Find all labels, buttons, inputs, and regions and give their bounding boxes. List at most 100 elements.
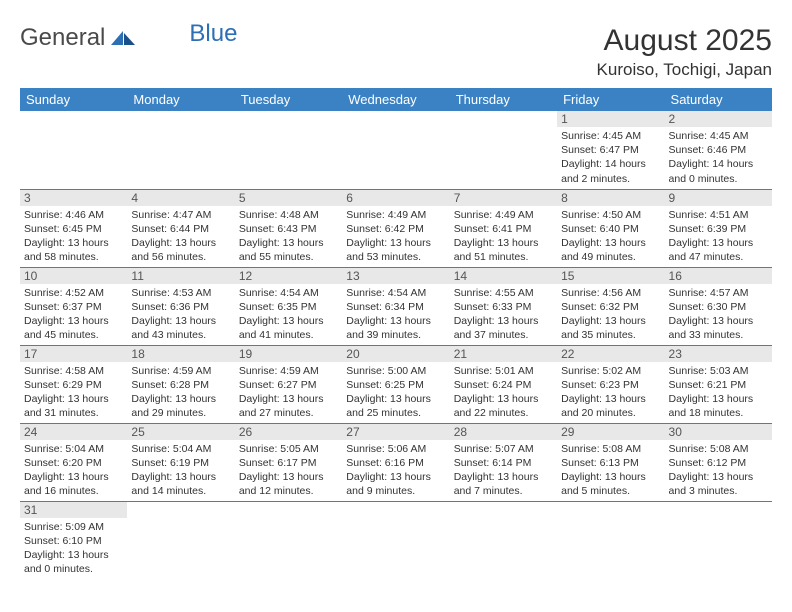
day-info: Sunrise: 5:04 AMSunset: 6:20 PMDaylight:… — [20, 440, 127, 499]
day-number: 8 — [557, 190, 664, 206]
day-info: Sunrise: 4:56 AMSunset: 6:32 PMDaylight:… — [557, 284, 664, 343]
daylight-text: Daylight: 13 hours and 18 minutes. — [669, 392, 768, 420]
calendar-day-cell — [235, 501, 342, 579]
daylight-text: Daylight: 13 hours and 43 minutes. — [131, 314, 230, 342]
sunrise-text: Sunrise: 4:55 AM — [454, 286, 553, 300]
day-info: Sunrise: 5:07 AMSunset: 6:14 PMDaylight:… — [450, 440, 557, 499]
sunset-text: Sunset: 6:10 PM — [24, 534, 123, 548]
calendar-day-cell: 10Sunrise: 4:52 AMSunset: 6:37 PMDayligh… — [20, 267, 127, 345]
day-info: Sunrise: 4:45 AMSunset: 6:47 PMDaylight:… — [557, 127, 664, 186]
sunset-text: Sunset: 6:28 PM — [131, 378, 230, 392]
day-number: 18 — [127, 346, 234, 362]
daylight-text: Daylight: 13 hours and 58 minutes. — [24, 236, 123, 264]
sunset-text: Sunset: 6:33 PM — [454, 300, 553, 314]
sunrise-text: Sunrise: 5:08 AM — [669, 442, 768, 456]
sunset-text: Sunset: 6:45 PM — [24, 222, 123, 236]
day-number: 26 — [235, 424, 342, 440]
daylight-text: Daylight: 13 hours and 5 minutes. — [561, 470, 660, 498]
weekday-header: Monday — [127, 88, 234, 111]
daylight-text: Daylight: 13 hours and 37 minutes. — [454, 314, 553, 342]
sunset-text: Sunset: 6:14 PM — [454, 456, 553, 470]
day-number: 15 — [557, 268, 664, 284]
sunset-text: Sunset: 6:16 PM — [346, 456, 445, 470]
calendar-week-row: 31Sunrise: 5:09 AMSunset: 6:10 PMDayligh… — [20, 501, 772, 579]
day-info: Sunrise: 4:47 AMSunset: 6:44 PMDaylight:… — [127, 206, 234, 265]
sunrise-text: Sunrise: 5:09 AM — [24, 520, 123, 534]
daylight-text: Daylight: 13 hours and 41 minutes. — [239, 314, 338, 342]
daylight-text: Daylight: 13 hours and 3 minutes. — [669, 470, 768, 498]
sunrise-text: Sunrise: 4:54 AM — [239, 286, 338, 300]
calendar-day-cell: 19Sunrise: 4:59 AMSunset: 6:27 PMDayligh… — [235, 345, 342, 423]
calendar-day-cell — [450, 501, 557, 579]
sunset-text: Sunset: 6:42 PM — [346, 222, 445, 236]
daylight-text: Daylight: 13 hours and 0 minutes. — [24, 548, 123, 576]
daylight-text: Daylight: 13 hours and 56 minutes. — [131, 236, 230, 264]
sunset-text: Sunset: 6:21 PM — [669, 378, 768, 392]
sunset-text: Sunset: 6:34 PM — [346, 300, 445, 314]
sunset-text: Sunset: 6:39 PM — [669, 222, 768, 236]
calendar-day-cell: 30Sunrise: 5:08 AMSunset: 6:12 PMDayligh… — [665, 423, 772, 501]
sunset-text: Sunset: 6:37 PM — [24, 300, 123, 314]
sunrise-text: Sunrise: 4:45 AM — [669, 129, 768, 143]
sunrise-text: Sunrise: 4:54 AM — [346, 286, 445, 300]
calendar-day-cell: 11Sunrise: 4:53 AMSunset: 6:36 PMDayligh… — [127, 267, 234, 345]
day-number: 20 — [342, 346, 449, 362]
calendar-day-cell: 22Sunrise: 5:02 AMSunset: 6:23 PMDayligh… — [557, 345, 664, 423]
day-info: Sunrise: 5:08 AMSunset: 6:12 PMDaylight:… — [665, 440, 772, 499]
logo-text-general: General — [20, 24, 105, 52]
day-number: 3 — [20, 190, 127, 206]
daylight-text: Daylight: 13 hours and 45 minutes. — [24, 314, 123, 342]
day-number: 13 — [342, 268, 449, 284]
day-number: 16 — [665, 268, 772, 284]
sunset-text: Sunset: 6:25 PM — [346, 378, 445, 392]
day-number: 30 — [665, 424, 772, 440]
calendar-week-row: 24Sunrise: 5:04 AMSunset: 6:20 PMDayligh… — [20, 423, 772, 501]
sunrise-text: Sunrise: 5:01 AM — [454, 364, 553, 378]
day-number: 21 — [450, 346, 557, 362]
calendar-day-cell: 28Sunrise: 5:07 AMSunset: 6:14 PMDayligh… — [450, 423, 557, 501]
sunset-text: Sunset: 6:13 PM — [561, 456, 660, 470]
sunrise-text: Sunrise: 5:03 AM — [669, 364, 768, 378]
sunrise-text: Sunrise: 4:57 AM — [669, 286, 768, 300]
daylight-text: Daylight: 13 hours and 9 minutes. — [346, 470, 445, 498]
day-info: Sunrise: 4:55 AMSunset: 6:33 PMDaylight:… — [450, 284, 557, 343]
day-number: 11 — [127, 268, 234, 284]
daylight-text: Daylight: 13 hours and 33 minutes. — [669, 314, 768, 342]
sunrise-text: Sunrise: 4:56 AM — [561, 286, 660, 300]
sunrise-text: Sunrise: 5:07 AM — [454, 442, 553, 456]
sunset-text: Sunset: 6:29 PM — [24, 378, 123, 392]
sunrise-text: Sunrise: 5:05 AM — [239, 442, 338, 456]
sunset-text: Sunset: 6:32 PM — [561, 300, 660, 314]
day-info: Sunrise: 5:06 AMSunset: 6:16 PMDaylight:… — [342, 440, 449, 499]
calendar-day-cell: 9Sunrise: 4:51 AMSunset: 6:39 PMDaylight… — [665, 189, 772, 267]
day-number: 14 — [450, 268, 557, 284]
page-title: August 2025 — [597, 24, 772, 58]
day-number: 2 — [665, 111, 772, 127]
weekday-header: Thursday — [450, 88, 557, 111]
day-info: Sunrise: 5:01 AMSunset: 6:24 PMDaylight:… — [450, 362, 557, 421]
daylight-text: Daylight: 13 hours and 22 minutes. — [454, 392, 553, 420]
weekday-header: Wednesday — [342, 88, 449, 111]
day-info: Sunrise: 4:48 AMSunset: 6:43 PMDaylight:… — [235, 206, 342, 265]
sunrise-text: Sunrise: 4:49 AM — [346, 208, 445, 222]
sunrise-text: Sunrise: 5:04 AM — [131, 442, 230, 456]
daylight-text: Daylight: 13 hours and 12 minutes. — [239, 470, 338, 498]
daylight-text: Daylight: 13 hours and 16 minutes. — [24, 470, 123, 498]
sunrise-text: Sunrise: 4:51 AM — [669, 208, 768, 222]
calendar-day-cell: 16Sunrise: 4:57 AMSunset: 6:30 PMDayligh… — [665, 267, 772, 345]
sail-icon — [109, 26, 137, 44]
sunrise-text: Sunrise: 4:59 AM — [131, 364, 230, 378]
sunset-text: Sunset: 6:44 PM — [131, 222, 230, 236]
calendar-day-cell: 4Sunrise: 4:47 AMSunset: 6:44 PMDaylight… — [127, 189, 234, 267]
calendar-day-cell: 15Sunrise: 4:56 AMSunset: 6:32 PMDayligh… — [557, 267, 664, 345]
sunrise-text: Sunrise: 5:00 AM — [346, 364, 445, 378]
day-info: Sunrise: 5:09 AMSunset: 6:10 PMDaylight:… — [20, 518, 127, 577]
sunset-text: Sunset: 6:24 PM — [454, 378, 553, 392]
day-number: 19 — [235, 346, 342, 362]
sunset-text: Sunset: 6:19 PM — [131, 456, 230, 470]
day-info: Sunrise: 4:59 AMSunset: 6:28 PMDaylight:… — [127, 362, 234, 421]
day-info: Sunrise: 4:51 AMSunset: 6:39 PMDaylight:… — [665, 206, 772, 265]
calendar-day-cell — [20, 111, 127, 189]
sunrise-text: Sunrise: 4:45 AM — [561, 129, 660, 143]
sunrise-text: Sunrise: 4:46 AM — [24, 208, 123, 222]
